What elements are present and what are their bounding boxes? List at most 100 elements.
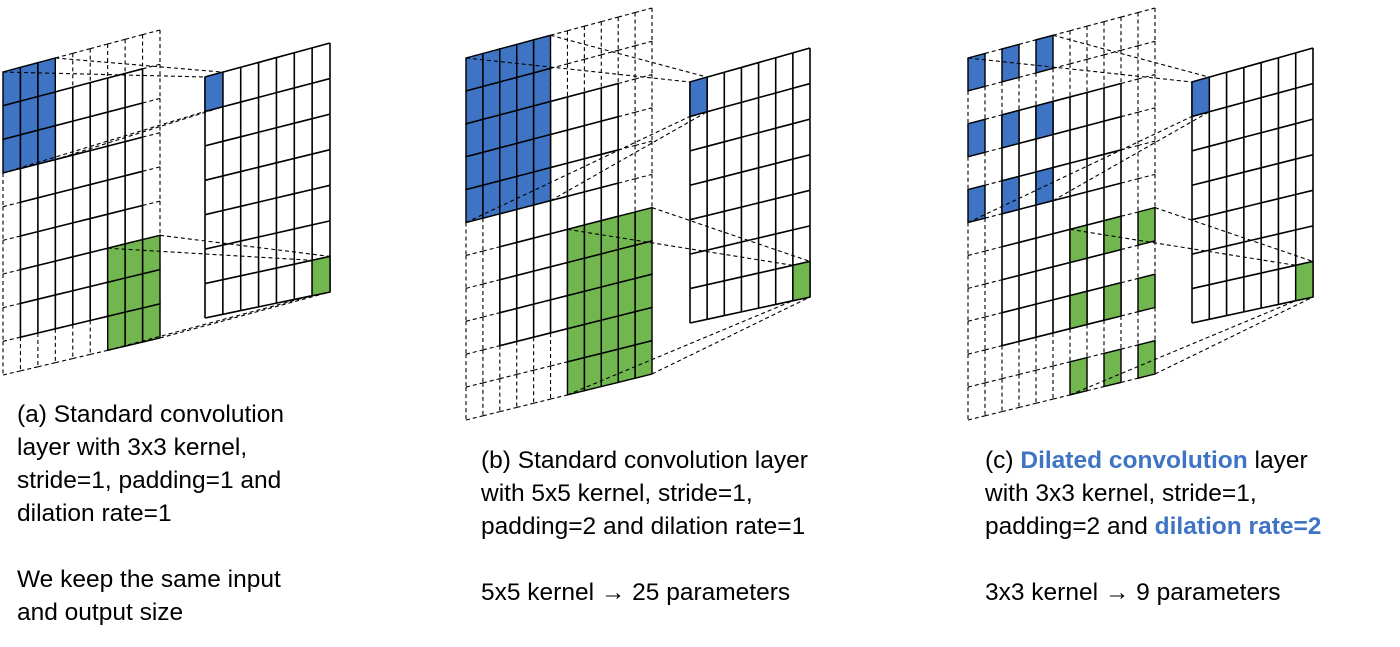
kernel-green-a-cell	[142, 303, 160, 343]
kernel-blue-b-cell	[466, 185, 483, 223]
kernel-green-b-cell	[635, 274, 652, 312]
kernel-green-b-cell	[635, 207, 652, 246]
output-blue-c-cell	[1192, 77, 1210, 117]
kernel-green-b-cell	[635, 240, 652, 279]
kernel-blue-a-cell	[20, 130, 38, 169]
kernel-blue-b-cell	[482, 81, 500, 120]
kernel-blue-a-cell	[20, 96, 38, 135]
kernel-blue-b-cell	[499, 77, 517, 115]
output-blue-b-cell	[690, 77, 708, 117]
input-grid-a	[2, 29, 161, 376]
kernel-blue-a-cell	[3, 101, 21, 140]
kernel-blue-b-cell	[482, 114, 500, 153]
kernel-blue-b-cell	[466, 119, 483, 157]
connectors-green-c	[1069, 207, 1314, 396]
caption-c-prefix: (c)	[985, 447, 1021, 474]
caption-c: (c) Dilated convolution layer with 3x3 k…	[985, 444, 1321, 609]
kernel-blue-b-cell	[533, 101, 551, 139]
caption-b-line-2: with 5x5 kernel, stride=1,	[481, 480, 753, 507]
kernel-blue-c-cell	[968, 119, 985, 157]
connectors-green-b	[567, 207, 811, 396]
kernel-green-b-cell	[601, 316, 619, 354]
kernel-blue-a-cell	[20, 62, 38, 102]
connectors-blue-a	[2, 57, 224, 174]
output-blue-a-cell	[205, 72, 223, 112]
caption-a-line-1: (a) Standard convolution	[17, 401, 284, 428]
kernel-blue-b-cell	[499, 44, 517, 82]
kernel-green-b-cell	[584, 220, 602, 259]
kernel-blue-c-cell	[1002, 110, 1019, 148]
kernel-blue-a-cell	[37, 91, 56, 131]
connectors-blue-b	[465, 34, 708, 224]
output-green-b-cell	[792, 261, 810, 301]
caption-a-line-4: dilation rate=1	[17, 500, 172, 527]
kernel-blue-b-cell	[516, 39, 534, 78]
caption-a-line-3: stride=1, padding=1 and	[17, 467, 282, 494]
caption-b-line-1: (b) Standard convolution layer	[481, 447, 808, 474]
kernel-green-b-cell	[584, 287, 602, 325]
kernel-blue-c-cell	[1002, 176, 1019, 214]
kernel-green-a-cell	[125, 273, 143, 313]
kernel-green-b-cell	[584, 253, 602, 292]
kernel-green-b-cell	[584, 353, 602, 391]
kernel-blue-c	[967, 34, 1054, 224]
kernel-blue-b-cell	[466, 152, 483, 190]
kernel-green-b-cell	[567, 225, 585, 263]
caption-c-line-3-prefix: padding=2 and	[985, 513, 1155, 540]
caption-a-line-5: We keep the same input	[17, 566, 281, 593]
kernel-blue-c-cell	[968, 185, 985, 223]
kernel-blue-a	[2, 57, 56, 174]
kernel-green-c-cell	[1070, 357, 1087, 395]
kernel-green-a-cell	[107, 278, 126, 317]
output-green-a	[311, 255, 331, 297]
caption-c-line-1: (c) Dilated convolution layer	[985, 444, 1321, 477]
kernel-green-b-cell	[635, 307, 652, 345]
kernel-green-c	[1069, 206, 1156, 396]
caption-b-line-4: 5x5 kernel → 25 parameters	[481, 579, 791, 606]
panel-b-diagram	[465, 7, 811, 421]
kernel-blue-b-cell	[499, 143, 517, 181]
kernel-green-c-cell	[1070, 225, 1087, 263]
caption-c-highlight-dilated-convolution: Dilated convolution	[1020, 447, 1248, 474]
output-blue-a	[204, 71, 224, 113]
caption-c-highlight-dilation-rate: dilation rate=2	[1154, 513, 1322, 540]
kernel-blue-b-cell	[533, 35, 551, 73]
output-blue-b	[689, 76, 708, 118]
kernel-blue-b-cell	[499, 110, 517, 148]
output-green-c-cell	[1295, 261, 1313, 301]
caption-a: (a) Standard convolution layer with 3x3 …	[17, 398, 284, 629]
kernel-blue-a-cell	[3, 67, 21, 106]
kernel-blue-b-cell	[466, 86, 483, 124]
kernel-green-b-cell	[567, 324, 585, 362]
kernel-green-b-cell	[567, 291, 585, 329]
caption-b: (b) Standard convolution layer with 5x5 …	[481, 444, 808, 609]
kernel-blue-c-cell	[1002, 44, 1019, 82]
kernel-green-c-cell	[1104, 349, 1121, 387]
kernel-green-c-cell	[1138, 340, 1155, 379]
kernel-blue-b-cell	[482, 48, 500, 87]
output-grid-c	[1191, 47, 1314, 324]
panel-a-diagram	[2, 29, 331, 376]
kernel-blue-c-cell	[1036, 35, 1053, 73]
kernel-green-c-cell	[1104, 282, 1121, 321]
caption-c-suffix: layer	[1247, 447, 1308, 474]
kernel-green-b-cell	[601, 249, 619, 287]
kernel-green-b-cell	[618, 212, 636, 250]
kernel-green-c-cell	[1070, 291, 1087, 329]
kernel-blue-b	[465, 34, 552, 224]
kernel-blue-b-cell	[516, 72, 534, 111]
panel-c-diagram	[967, 7, 1314, 421]
kernel-green-a-cell	[142, 235, 160, 274]
kernel-green-b-cell	[618, 311, 636, 350]
kernel-green-b-cell	[635, 340, 652, 379]
kernel-blue-b-cell	[516, 172, 534, 210]
kernel-green-b	[566, 206, 653, 396]
output-grid-b	[689, 47, 811, 324]
kernel-green-c-cell	[1138, 274, 1155, 312]
kernel-blue-c-cell	[1036, 101, 1053, 139]
kernel-green-c-cell	[1138, 207, 1155, 246]
kernel-blue-b-cell	[533, 134, 551, 172]
output-green-c	[1294, 260, 1314, 302]
caption-a-line-6: and output size	[17, 599, 184, 626]
